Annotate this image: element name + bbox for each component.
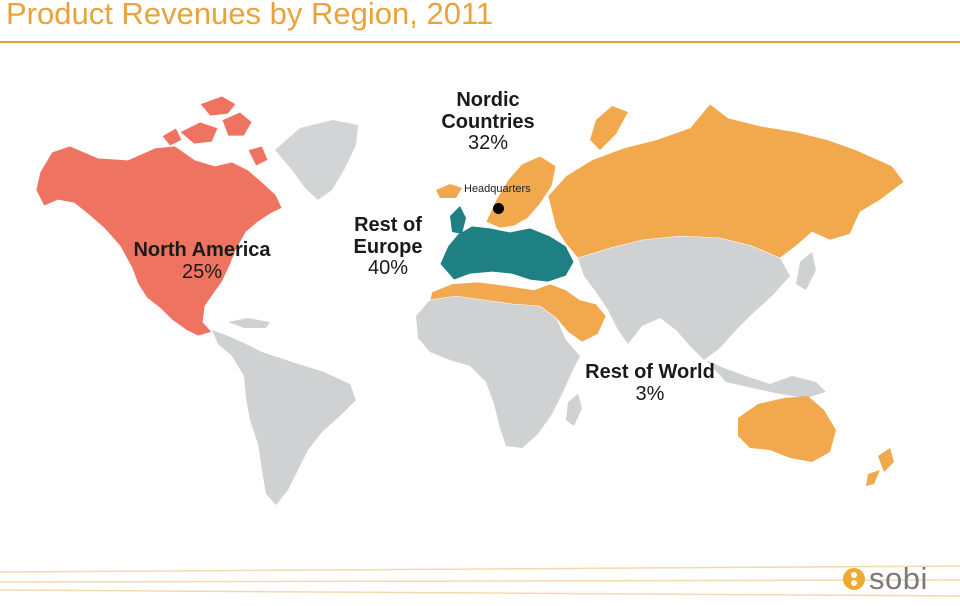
footer-rule-2 bbox=[0, 579, 960, 583]
japan-shape bbox=[796, 252, 816, 290]
caribbean-shape bbox=[228, 318, 270, 328]
iceland-shape bbox=[436, 184, 462, 198]
rest-of-world-share: 3% bbox=[635, 382, 665, 405]
south-america-shape bbox=[212, 330, 356, 505]
rest-of-europe-name-line1: Rest of bbox=[354, 214, 422, 236]
nordic-label: Nordic Countries 32% bbox=[420, 89, 556, 155]
africa-shape bbox=[416, 296, 580, 448]
asia-shape bbox=[578, 236, 790, 360]
nordic-name-line2: Countries bbox=[441, 110, 535, 133]
rest-of-europe-label: Rest of Europe 40% bbox=[340, 214, 436, 280]
greenland-shape bbox=[275, 120, 358, 200]
north-africa-shape bbox=[429, 281, 607, 343]
nordic-share: 32% bbox=[467, 132, 509, 155]
page-title: Product Revenues by Region, 2011 bbox=[6, 0, 494, 31]
nordic-name-line1: Nordic bbox=[456, 89, 520, 111]
russia-shape bbox=[547, 103, 905, 259]
footer-rule-3 bbox=[0, 589, 960, 597]
rest-of-world-name: Rest of World bbox=[585, 361, 715, 383]
new-zealand-south-shape bbox=[866, 470, 880, 486]
footer-rule-1 bbox=[0, 565, 960, 573]
sobi-logo-mark-icon bbox=[843, 568, 865, 590]
sobi-logo-text: sobi bbox=[869, 561, 928, 596]
north-america-shape bbox=[35, 95, 283, 337]
australia-shape bbox=[738, 396, 836, 462]
new-zealand-shape bbox=[878, 448, 894, 472]
headquarters-label: Headquarters bbox=[464, 183, 531, 195]
rest-of-europe-name-line2: Europe bbox=[353, 235, 423, 258]
rest-of-europe-shape bbox=[439, 225, 575, 283]
rest-of-europe-share: 40% bbox=[367, 257, 409, 280]
headquarters-marker bbox=[493, 203, 504, 214]
uk-shape bbox=[450, 206, 466, 234]
north-america-share: 25% bbox=[181, 260, 223, 283]
north-america-label: North America 25% bbox=[124, 239, 280, 283]
novaya-zemlya-shape bbox=[590, 106, 628, 150]
rest-of-world-label: Rest of World 3% bbox=[574, 361, 726, 405]
madagascar-shape bbox=[566, 394, 582, 426]
sobi-logo: sobi bbox=[843, 561, 928, 596]
north-america-name: North America bbox=[133, 239, 271, 261]
title-underline bbox=[0, 41, 960, 43]
southeast-asia-shape bbox=[706, 360, 826, 398]
